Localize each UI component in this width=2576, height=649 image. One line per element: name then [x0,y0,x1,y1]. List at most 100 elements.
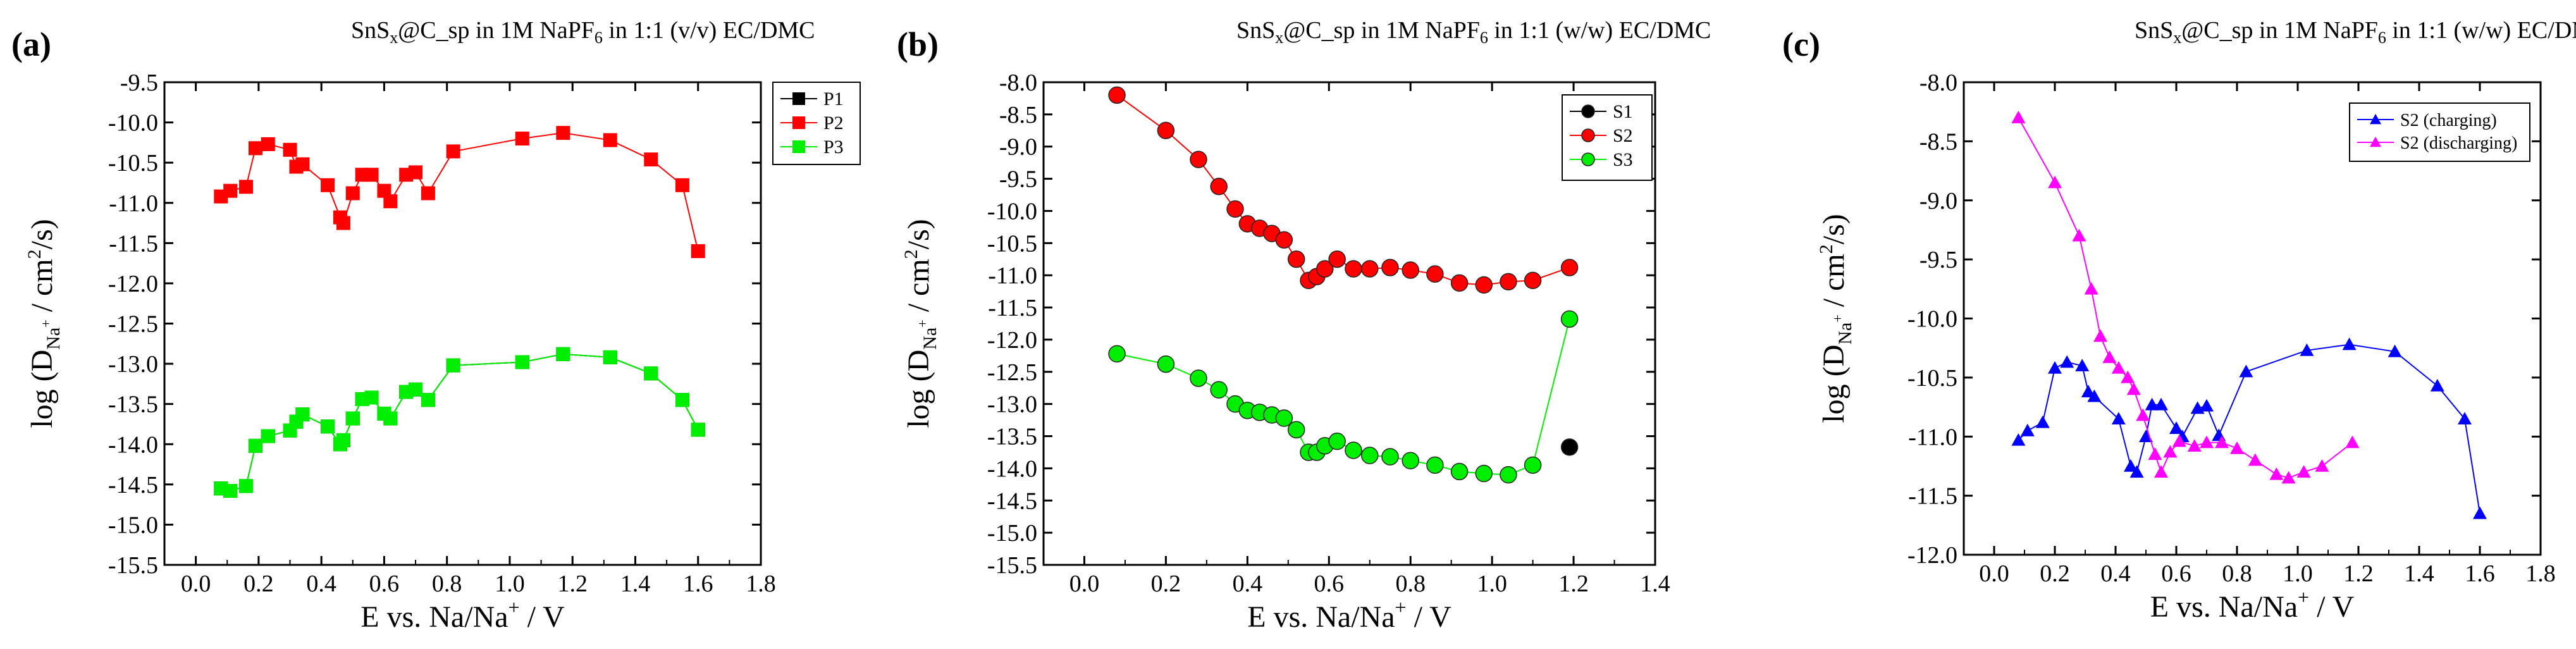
y-tick-label: -11.5 [1908,483,1957,510]
data-point [1275,231,1293,249]
data-point [446,358,460,373]
data-point [2075,359,2090,371]
data-point [409,382,423,397]
x-tick-label: 1.4 [620,571,651,597]
data-point [383,411,398,426]
data-point [1450,462,1469,481]
x-tick-label: 1.2 [557,571,588,597]
data-point [2102,350,2117,363]
y-tick-label: -12.5 [987,359,1037,386]
y-tick-label: -12.0 [1907,542,1957,569]
data-point [2072,228,2086,242]
series-s1 [1560,438,1579,456]
legend: P1 P2 P3 [772,82,861,165]
data-point [2473,506,2487,519]
data-point [2139,430,2153,443]
data-point [1500,466,1517,484]
series-p3 [214,347,705,498]
data-point [675,178,689,192]
legend: S2 (charging) S2 (discharging) [2349,102,2530,162]
data-point [1475,276,1493,294]
data-point [1157,355,1175,373]
data-point [1560,438,1579,456]
data-point [2458,412,2472,425]
y-tick-label: -8.0 [1920,70,1957,96]
legend-label: S3 [1613,149,1633,170]
data-point [1226,200,1244,218]
series-s2-discharging- [2011,111,2360,484]
legend-label: S2 (discharging) [2400,133,2517,153]
data-point [321,178,335,192]
data-point [2345,435,2360,448]
data-point [691,244,705,259]
data-point [223,484,238,498]
data-point [1210,381,1228,399]
x-tick-label: 0.6 [369,571,400,597]
plot-frame [1042,81,1656,566]
x-tick-label: 1.2 [1558,571,1589,597]
y-axis-label: log (DNa+ / cm2/s) [1816,214,1856,423]
x-tick-label: 0.2 [1151,571,1181,597]
data-point [1426,456,1444,474]
legend-marker [792,116,805,129]
data-point [283,142,297,157]
x-tick-label: 0.6 [1314,571,1345,597]
legend-label: P1 [823,89,844,109]
data-point [223,183,238,198]
data-point [1328,432,1346,450]
data-point [2011,433,2026,446]
data-point [2248,453,2262,466]
y-tick-label: -8.5 [999,102,1037,128]
data-point [1500,273,1517,291]
series-s2-charging- [2011,337,2487,519]
y-axis-label: log (DNa+ / cm2/s) [901,219,940,428]
x-tick-label: 1.0 [2283,560,2313,587]
data-point [2315,459,2329,472]
data-point [2093,329,2107,342]
data-point [364,168,379,182]
y-tick-label: -10.0 [987,198,1037,225]
data-point [1381,448,1399,466]
chart-title: SnSx@C_sp in 1M NaPF6 in 1:1 (v/v) EC/DM… [351,17,815,47]
data-point [1287,250,1305,268]
data-point [295,407,310,422]
data-point [2300,343,2314,356]
data-point [2020,423,2035,436]
data-point [644,366,658,381]
x-tick-label: 0.8 [432,571,462,597]
y-tick-label: -10.5 [108,150,158,176]
x-tick-label: 0.4 [306,571,336,597]
data-point [2136,408,2150,421]
data-point [515,355,529,369]
y-tick-label: -13.0 [108,351,158,378]
x-tick-label: 1.8 [2525,560,2556,587]
data-point [2084,281,2098,295]
data-point [2121,370,2135,383]
y-tick-label: -11.5 [109,230,158,257]
data-point [603,133,617,147]
data-point [2342,337,2357,350]
data-point [2430,378,2444,392]
legend-marker [1581,104,1595,118]
data-point [2200,399,2214,412]
data-point [2388,344,2402,357]
data-point [261,429,275,443]
legend-box [2349,102,2530,162]
data-point [364,390,379,405]
data-point [1345,260,1362,278]
x-tick-label: 0.8 [1395,571,1426,597]
data-point [2124,459,2138,472]
legend-marker [792,140,805,153]
data-point [2215,435,2229,448]
legend-marker [2370,114,2381,125]
y-tick-label: -14.0 [108,431,158,458]
data-point [409,165,423,180]
y-tick-label: -9.0 [999,134,1037,161]
data-point [2148,447,2162,460]
data-point [1316,260,1334,278]
series-s2 [1108,86,1579,294]
data-point [1560,259,1579,276]
data-point [2154,465,2168,478]
data-point [1328,250,1346,268]
y-tick-label: -14.5 [987,488,1037,514]
